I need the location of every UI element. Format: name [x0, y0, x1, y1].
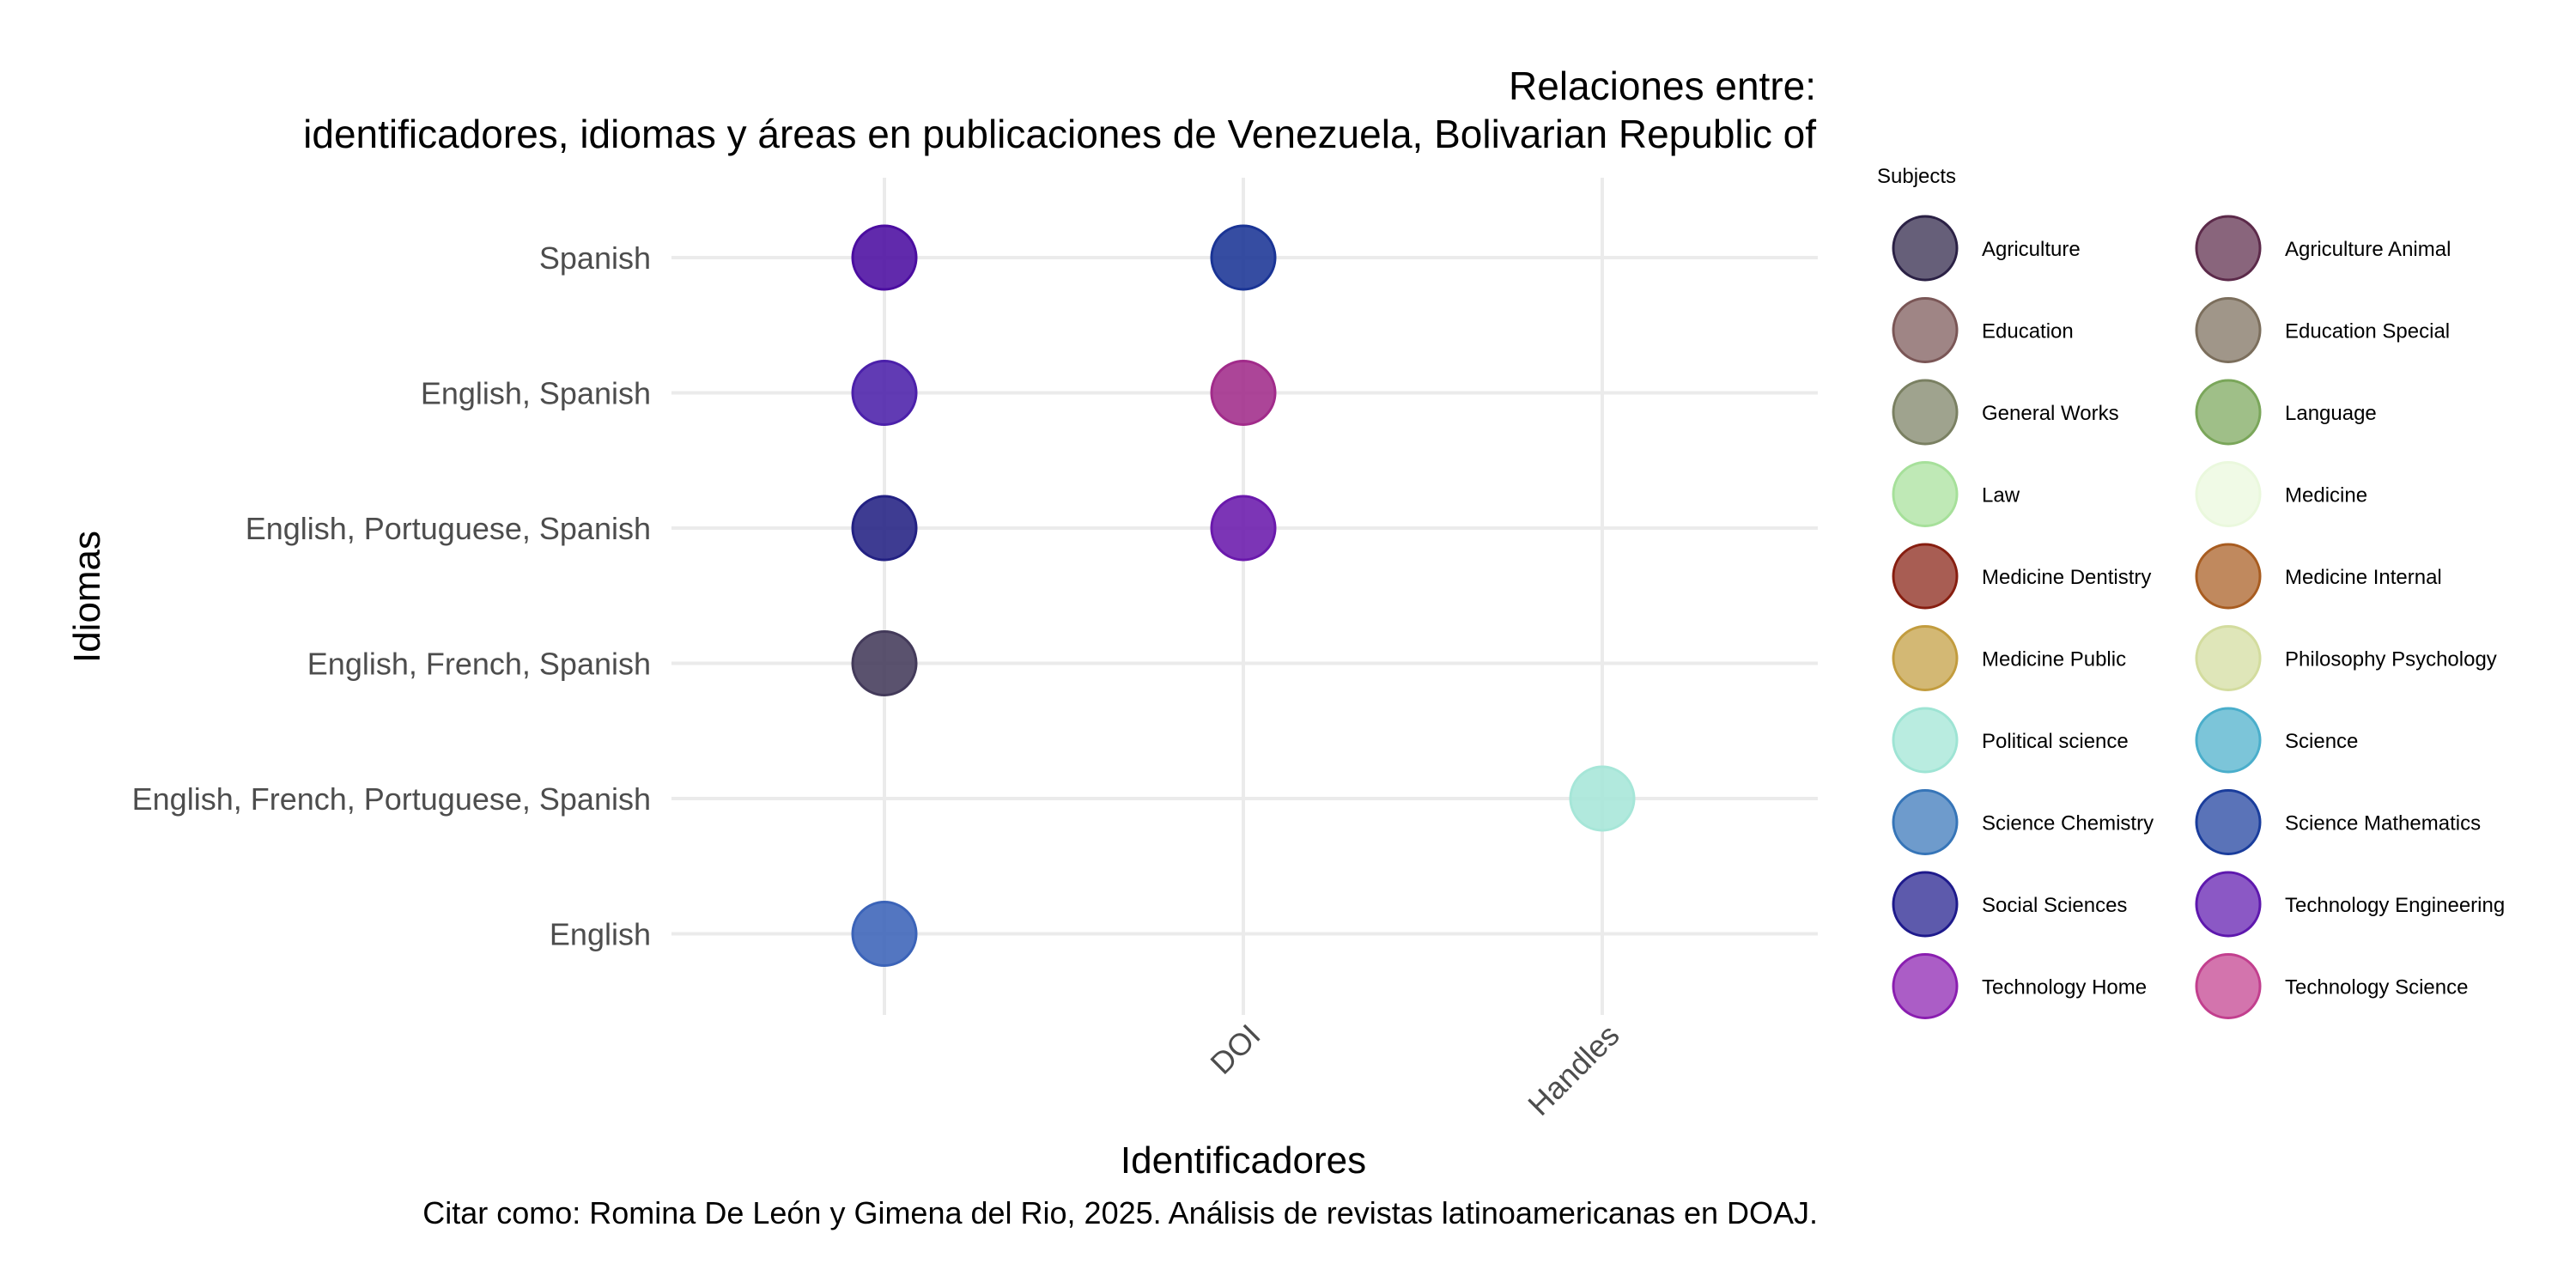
legend-swatch — [2195, 953, 2262, 1019]
bubble-blank-english — [851, 901, 918, 967]
bubble-blank-english-spanish — [851, 360, 918, 426]
legend-swatch — [1892, 953, 1959, 1019]
y-tick-label-english: English — [550, 917, 651, 952]
legend-swatch — [2195, 215, 2262, 282]
legend-swatch — [1892, 789, 1959, 855]
legend-item-technology-home: Technology Home — [1892, 953, 2147, 1019]
legend-item-medicine-public: Medicine Public — [1892, 625, 2126, 691]
legend-label: Science Chemistry — [1982, 812, 2154, 835]
chart-title: Relaciones entre: — [1509, 64, 1816, 108]
legend-swatch — [1892, 707, 1959, 774]
legend-label: Political science — [1982, 730, 2129, 753]
legend: Subjects Agriculture Agriculture Animal Ed… — [1877, 165, 2505, 1019]
legend-swatch — [2195, 379, 2262, 446]
legend-item-science-chemistry: Science Chemistry — [1892, 789, 2154, 855]
legend-swatch — [2195, 625, 2262, 691]
y-axis-tick-labels: Spanish English, Spanish English, Portugue… — [132, 240, 651, 952]
x-axis-tick-labels: DOI Handles — [1203, 1018, 1625, 1122]
legend-item-education-special: Education Special — [2195, 297, 2450, 363]
legend-label: Agriculture Animal — [2285, 238, 2451, 261]
legend-item-education: Education — [1892, 297, 2074, 363]
legend-swatch — [1892, 379, 1959, 446]
legend-item-political-science: Political science — [1892, 707, 2129, 774]
legend-label: Law — [1982, 484, 2020, 507]
legend-label: Medicine Public — [1982, 648, 2126, 671]
bubble-doi-english-portuguese-spanish — [1210, 495, 1277, 562]
bubble-handles-english-french-portuguese-spanish — [1569, 765, 1636, 832]
legend-item-medicine: Medicine — [2195, 461, 2367, 527]
legend-swatch — [1892, 543, 1959, 610]
y-tick-label-english-portuguese-spanish: English, Portuguese, Spanish — [246, 511, 651, 546]
legend-label: Medicine — [2285, 484, 2367, 507]
bubble-blank-english-portuguese-spanish — [851, 495, 918, 562]
y-tick-label-english-french-portuguese-spanish: English, French, Portuguese, Spanish — [132, 781, 651, 817]
legend-item-technology-science: Technology Science — [2195, 953, 2468, 1019]
legend-item-philosophy-psychology: Philosophy Psychology — [2195, 625, 2497, 691]
legend-label: Technology Science — [2285, 976, 2468, 999]
legend-item-law: Law — [1892, 461, 2020, 527]
y-tick-label-english-french-spanish: English, French, Spanish — [307, 647, 651, 682]
legend-swatch — [1892, 461, 1959, 527]
legend-label: Science Mathematics — [2285, 812, 2481, 835]
legend-label: General Works — [1982, 402, 2119, 425]
bubble-blank-english-french-spanish — [851, 630, 918, 696]
chart-subtitle: identificadores, idiomas y áreas en publ… — [303, 112, 1816, 156]
legend-label: Philosophy Psychology — [2285, 648, 2497, 671]
legend-item-science: Science — [2195, 707, 2358, 774]
legend-item-technology-engineering: Technology Engineering — [2195, 871, 2505, 938]
legend-label: Agriculture — [1982, 238, 2081, 261]
x-axis-title: Identificadores — [1121, 1139, 1366, 1182]
legend-swatch — [2195, 543, 2262, 610]
y-tick-label-english-spanish: English, Spanish — [421, 376, 651, 411]
legend-item-agriculture: Agriculture — [1892, 215, 2081, 282]
legend-item-science-mathematics: Science Mathematics — [2195, 789, 2481, 855]
legend-title: Subjects — [1877, 165, 1956, 188]
legend-swatch — [1892, 871, 1959, 938]
bubble-doi-spanish — [1210, 224, 1277, 291]
legend-swatch — [2195, 707, 2262, 774]
legend-item-language: Language — [2195, 379, 2377, 446]
legend-label: Science — [2285, 730, 2358, 753]
y-axis-title: Idiomas — [66, 531, 108, 663]
legend-label: Medicine Dentistry — [1982, 566, 2151, 589]
bubble-blank-spanish — [851, 224, 918, 291]
x-tick-label-handles: Handles — [1521, 1018, 1625, 1122]
legend-swatch — [2195, 789, 2262, 855]
legend-label: Medicine Internal — [2285, 566, 2442, 589]
chart-caption: Citar como: Romina De León y Gimena del … — [422, 1195, 1818, 1230]
legend-swatch — [1892, 297, 1959, 363]
bubble-doi-english-spanish — [1210, 360, 1277, 426]
legend-swatch — [2195, 871, 2262, 938]
legend-label: Language — [2285, 402, 2377, 425]
legend-swatch — [2195, 461, 2262, 527]
legend-swatch — [1892, 215, 1959, 282]
legend-swatch — [2195, 297, 2262, 363]
plot-area — [671, 178, 1818, 1015]
y-tick-label-spanish: Spanish — [539, 240, 651, 276]
legend-item-agriculture-animal: Agriculture Animal — [2195, 215, 2451, 282]
legend-item-medicine-internal: Medicine Internal — [2195, 543, 2442, 610]
legend-item-general-works: General Works — [1892, 379, 2119, 446]
legend-swatch — [1892, 625, 1959, 691]
x-tick-label-doi: DOI — [1203, 1018, 1267, 1081]
legend-label: Technology Home — [1982, 976, 2147, 999]
legend-label: Education Special — [2285, 320, 2450, 343]
legend-label: Social Sciences — [1982, 894, 2127, 917]
legend-label: Education — [1982, 320, 2074, 343]
legend-item-medicine-dentistry: Medicine Dentistry — [1892, 543, 2151, 610]
legend-item-social-sciences: Social Sciences — [1892, 871, 2127, 938]
legend-label: Technology Engineering — [2285, 894, 2505, 917]
